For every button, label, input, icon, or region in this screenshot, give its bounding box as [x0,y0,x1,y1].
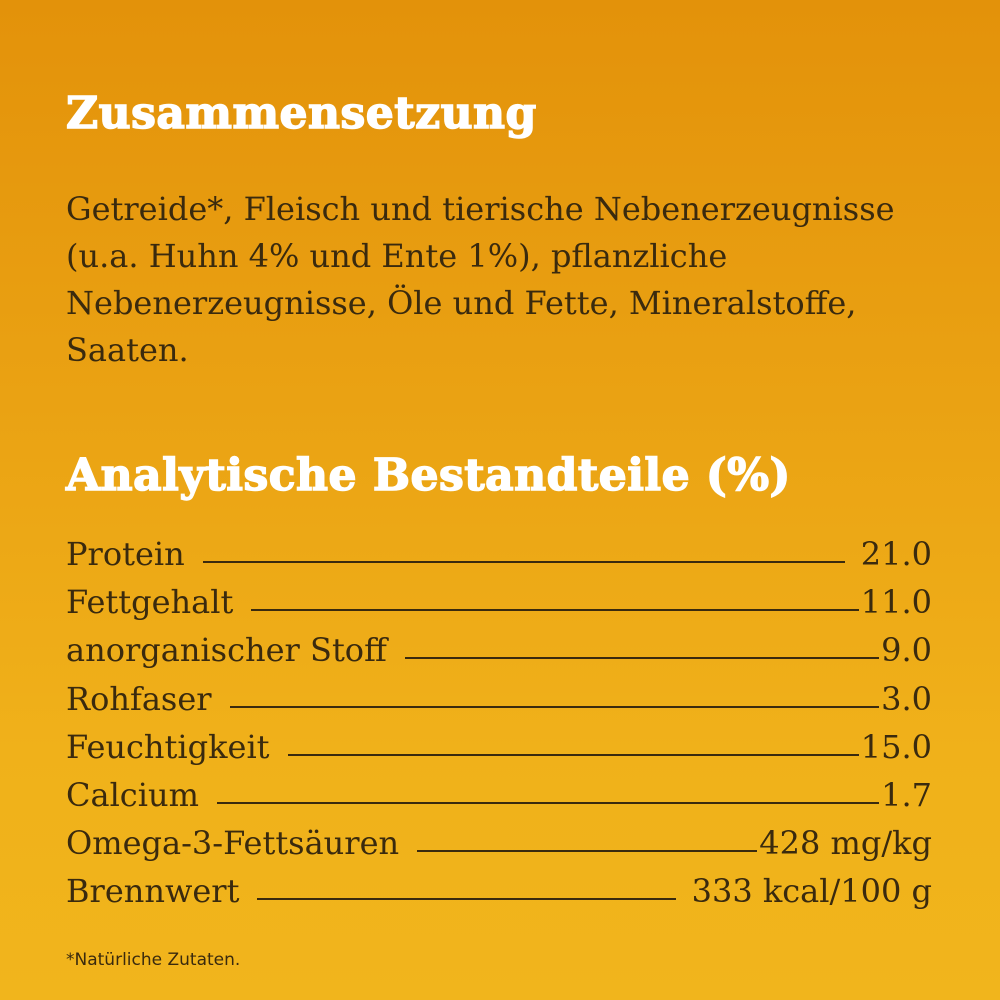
row-label: Omega-3-Fettsäuren [66,824,400,863]
row-label: Brennwert [66,872,240,911]
row-value: 1.7 [881,775,932,814]
leader-line [229,705,880,708]
row-label: Calcium [66,775,199,814]
row-value: 428 mg/kg [759,824,932,863]
leader-line [251,609,859,612]
leader-line [404,657,880,660]
row-label: anorganischer Stoff [66,631,387,670]
row-label: Rohfaser [66,679,212,718]
row-value: 3.0 [881,679,932,718]
row-label: Fettgehalt [66,583,234,622]
analytics-row-rohfaser: Rohfaser 3.0 [66,680,932,728]
row-value: 333 kcal/100 g [691,872,932,911]
analytics-row-calcium: Calcium 1.7 [66,776,932,824]
row-value: 15.0 [860,727,932,766]
analytics-row-fettgehalt: Fettgehalt 11.0 [66,583,932,631]
row-label: Feuchtigkeit [66,727,270,766]
analytics-row-anorganischer-stoff: anorganischer Stoff 9.0 [66,631,932,679]
row-value: 21.0 [860,535,932,573]
composition-heading: Zusammensetzung [65,87,537,140]
row-value: 9.0 [881,631,932,670]
analytics-row-omega-3: Omega-3-Fettsäuren 428 mg/kg [66,824,932,872]
row-label: Protein [66,535,185,573]
analytics-heading: Analytische Bestandteile (%) [65,449,791,502]
leader-line [216,801,880,804]
analytics-row-protein: Protein 21.0 [66,535,932,583]
analytics-row-feuchtigkeit: Feuchtigkeit 15.0 [66,728,932,776]
leader-line [202,561,845,563]
leader-line [417,850,758,853]
footnote: *Natürliche Zutaten. [66,950,241,970]
composition-text: Getreide*, Fleisch und tierische Nebener… [66,190,895,369]
analytics-row-brennwert: Brennwert 333 kcal/100 g [66,872,932,920]
row-value: 11.0 [860,583,932,622]
analytics-table: Protein 21.0 Fettgehalt 11.0 anorganisch… [66,535,932,921]
leader-line [257,898,676,901]
leader-line [287,753,859,756]
